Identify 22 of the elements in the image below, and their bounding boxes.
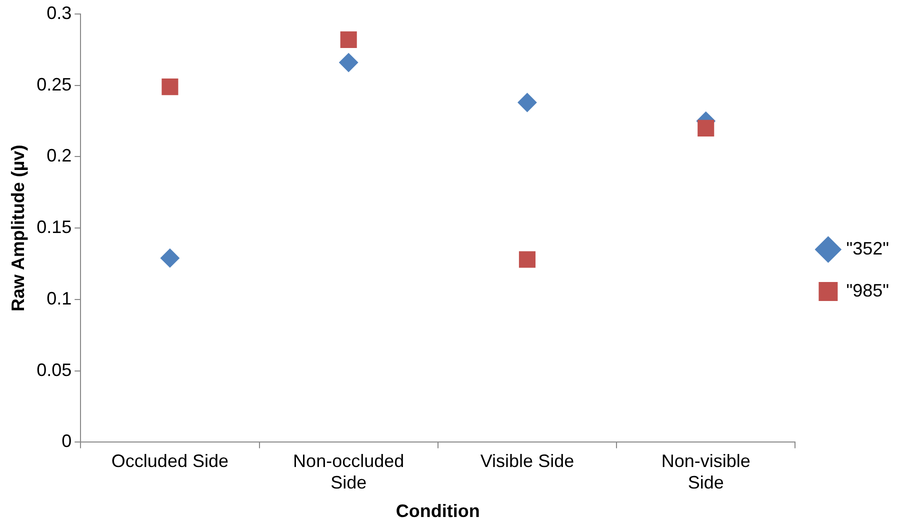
x-axis-title: Condition (396, 501, 480, 522)
point (160, 248, 180, 268)
legend-label: "352" (846, 238, 889, 258)
legend-label: "985" (846, 280, 889, 300)
y-tick-label: 0.25 (36, 74, 72, 94)
point (339, 53, 358, 72)
y-tick-label: 0.2 (46, 146, 72, 166)
x-tick-label: Occluded Side (111, 450, 228, 471)
y-tick-label: 0.05 (36, 360, 72, 380)
x-tick-label: Non-occluded Side (293, 450, 404, 493)
point (162, 78, 178, 96)
x-tick-label: Visible Side (480, 450, 574, 471)
point (518, 251, 536, 268)
y-tick-label: 0.1 (46, 288, 72, 308)
y-tick-label: 0 (62, 431, 72, 452)
y-axis-title: Raw Amplitude (µv) (8, 144, 28, 312)
y-tick-label: 0.15 (36, 217, 72, 238)
x-tick-label: Non-visible Side (661, 450, 750, 493)
point (518, 92, 537, 112)
y-tick-label: 0.3 (46, 2, 72, 23)
point (698, 120, 714, 136)
point (340, 31, 357, 48)
